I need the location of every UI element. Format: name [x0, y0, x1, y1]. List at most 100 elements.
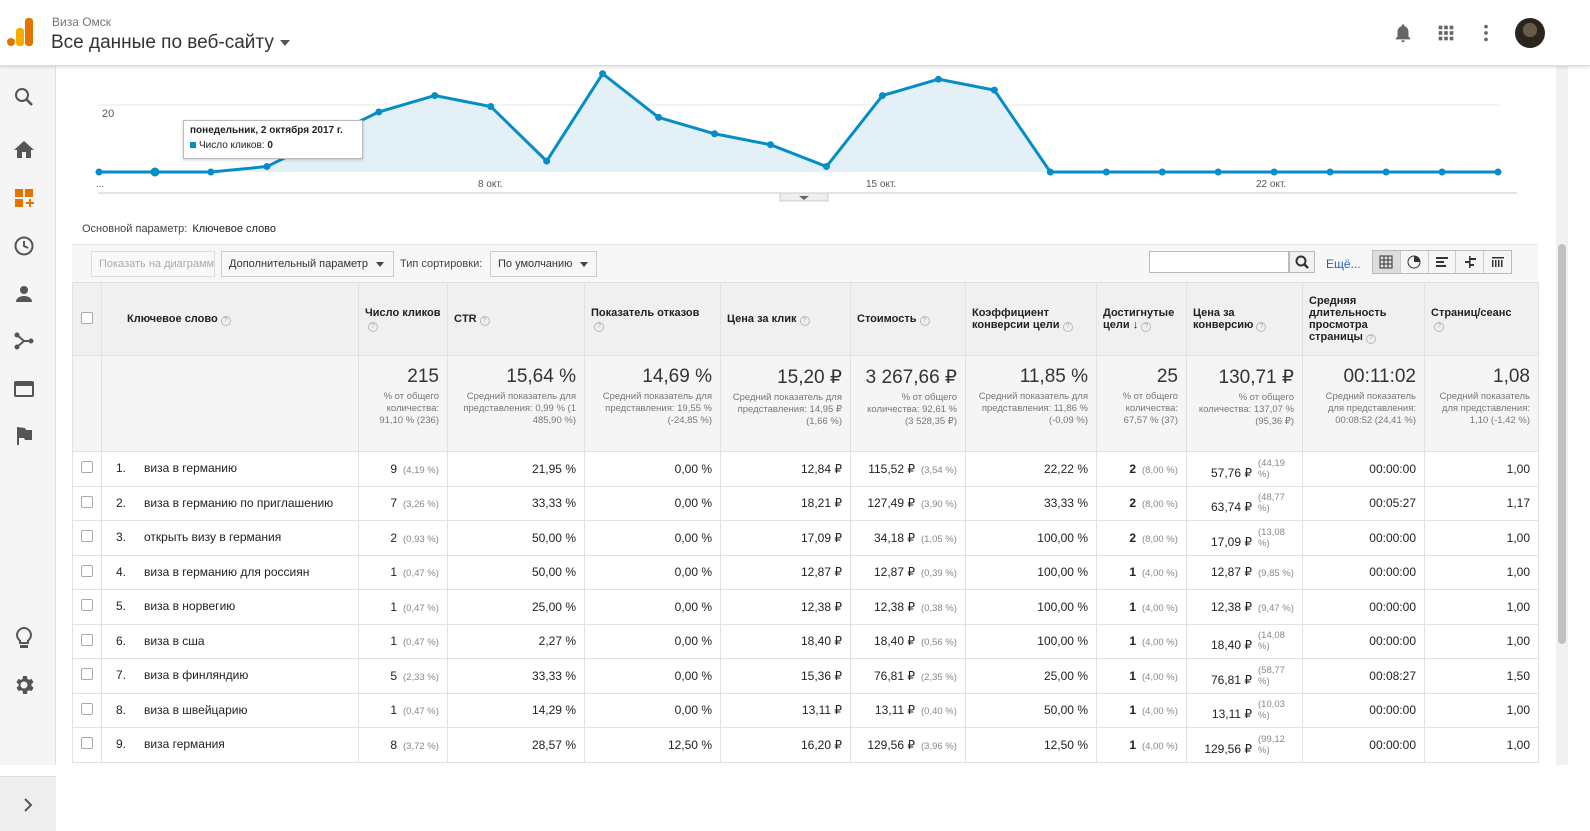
data-point[interactable]	[990, 86, 998, 94]
col-header-ctr[interactable]: CTR?	[447, 282, 585, 356]
sort-type-dropdown[interactable]: По умолчанию	[490, 251, 597, 277]
select-all-checkbox[interactable]	[81, 311, 93, 324]
data-point[interactable]	[487, 102, 495, 110]
data-point[interactable]	[431, 92, 439, 100]
data-point[interactable]	[878, 92, 886, 100]
data-point[interactable]	[1214, 168, 1222, 176]
col-header-cpc[interactable]: Цена за клик?	[720, 282, 851, 356]
clock-icon[interactable]	[12, 234, 36, 258]
help-icon[interactable]: ?	[799, 315, 810, 326]
data-point[interactable]	[1046, 168, 1054, 176]
help-icon[interactable]: ?	[220, 315, 231, 326]
acquisition-icon[interactable]	[12, 329, 36, 353]
analytics-logo-icon[interactable]	[7, 18, 33, 46]
row-checkbox[interactable]	[81, 530, 93, 543]
keyword-link[interactable]: виза в норвегию	[144, 599, 236, 614]
help-icon[interactable]: ?	[368, 321, 378, 332]
data-point[interactable]	[543, 157, 551, 165]
help-icon[interactable]: ?	[594, 321, 604, 332]
scrollbar-thumb[interactable]	[1558, 244, 1566, 644]
flag-icon[interactable]	[12, 424, 36, 448]
col-header-cost-per-conversion[interactable]: Цена за конверсию?	[1186, 282, 1303, 356]
data-point[interactable]	[207, 168, 215, 176]
data-point[interactable]	[263, 163, 271, 171]
data-point[interactable]	[150, 167, 160, 177]
keyword-link[interactable]: виза в финляндию	[144, 668, 249, 683]
keyword-link[interactable]: виза в сша	[144, 633, 205, 648]
data-point[interactable]	[934, 75, 942, 83]
table-search-button[interactable]	[1289, 251, 1315, 273]
keyword-link[interactable]: открыть визу в германия	[144, 530, 282, 545]
col-header-clicks[interactable]: Число кликов?	[358, 282, 448, 356]
view-performance-button[interactable]	[1429, 251, 1457, 273]
view-pie-button[interactable]	[1401, 251, 1429, 273]
chart-resize-handle[interactable]	[779, 192, 829, 202]
keyword-link[interactable]: виза в германию для россиян	[144, 564, 310, 579]
advanced-filter-link[interactable]: Ещё...	[1326, 257, 1361, 271]
customization-icon[interactable]	[12, 186, 36, 210]
help-icon[interactable]: ?	[919, 315, 930, 326]
data-point[interactable]	[1438, 168, 1446, 176]
table-search-input[interactable]	[1149, 251, 1289, 273]
gear-icon[interactable]	[12, 673, 36, 697]
home-icon[interactable]	[12, 138, 36, 162]
row-checkbox[interactable]	[81, 599, 93, 612]
data-point[interactable]	[711, 130, 719, 138]
keyword-link[interactable]: виза германия	[144, 737, 225, 752]
data-point[interactable]	[822, 163, 830, 171]
keyword-link[interactable]: виза в германию по приглашению	[144, 495, 334, 510]
help-icon[interactable]: ?	[479, 315, 490, 326]
primary-dimension-value[interactable]: Ключевое слово	[192, 223, 277, 235]
metric-percent: (3,90 %)	[921, 499, 957, 511]
data-point[interactable]	[1494, 168, 1502, 176]
data-point[interactable]	[375, 108, 383, 116]
row-checkbox[interactable]	[81, 495, 93, 508]
show-on-chart-button[interactable]: Показать на диаграмме	[91, 251, 215, 277]
data-point[interactable]	[655, 113, 663, 121]
expand-nav-button[interactable]	[0, 776, 56, 831]
timeline-chart[interactable]: 20 ... 8 окт. 15 окт. 22 окт. понедельни…	[72, 66, 1552, 211]
view-comparison-button[interactable]	[1456, 251, 1485, 273]
help-icon[interactable]: ?	[1256, 321, 1267, 332]
data-point[interactable]	[95, 168, 103, 176]
row-checkbox[interactable]	[81, 737, 93, 750]
account-name[interactable]: Виза Омск	[52, 15, 112, 29]
more-vert-icon[interactable]	[1475, 22, 1497, 44]
row-checkbox[interactable]	[81, 702, 93, 715]
data-point[interactable]	[1270, 168, 1278, 176]
view-table-button[interactable]	[1373, 251, 1401, 273]
col-header-bounce[interactable]: Показатель отказов?	[584, 282, 721, 356]
data-point[interactable]	[599, 70, 607, 78]
col-header-keyword[interactable]: Ключевое слово?	[101, 282, 359, 356]
row-checkbox[interactable]	[81, 633, 93, 646]
lightbulb-icon[interactable]	[12, 626, 36, 650]
view-pivot-button[interactable]	[1484, 251, 1511, 273]
data-point[interactable]	[767, 141, 775, 149]
bell-icon[interactable]	[1392, 22, 1414, 44]
keyword-link[interactable]: виза в швейцарию	[144, 702, 248, 717]
data-point[interactable]	[1102, 168, 1110, 176]
help-icon[interactable]: ?	[1365, 333, 1376, 344]
behavior-icon[interactable]	[12, 377, 36, 401]
col-header-cost[interactable]: Стоимость?	[850, 282, 966, 356]
user-avatar[interactable]	[1515, 18, 1545, 48]
person-icon[interactable]	[12, 282, 36, 306]
keyword-link[interactable]: виза в германию	[144, 461, 238, 476]
col-header-conversion-rate[interactable]: Коэффициент конверсии цели?	[965, 282, 1097, 356]
col-header-goals[interactable]: Достигнутые цели ↓?	[1096, 282, 1187, 356]
apps-grid-icon[interactable]	[1435, 22, 1457, 44]
col-header-pages-per-session[interactable]: Страниц/сеанс?	[1424, 282, 1539, 356]
row-checkbox[interactable]	[81, 668, 93, 681]
help-icon[interactable]: ?	[1434, 321, 1444, 332]
data-point[interactable]	[1382, 168, 1390, 176]
search-icon[interactable]	[12, 85, 36, 109]
data-point[interactable]	[1326, 168, 1334, 176]
secondary-dimension-dropdown[interactable]: Дополнительный параметр	[221, 251, 394, 277]
data-point[interactable]	[1158, 168, 1166, 176]
help-icon[interactable]: ?	[1062, 321, 1073, 332]
property-selector[interactable]: Все данные по веб-сайту	[51, 32, 290, 54]
help-icon[interactable]: ?	[1141, 321, 1152, 332]
row-checkbox[interactable]	[81, 461, 93, 474]
col-header-avg-time[interactable]: Средняя длительность просмотра страницы?	[1302, 282, 1425, 356]
row-checkbox[interactable]	[81, 564, 93, 577]
